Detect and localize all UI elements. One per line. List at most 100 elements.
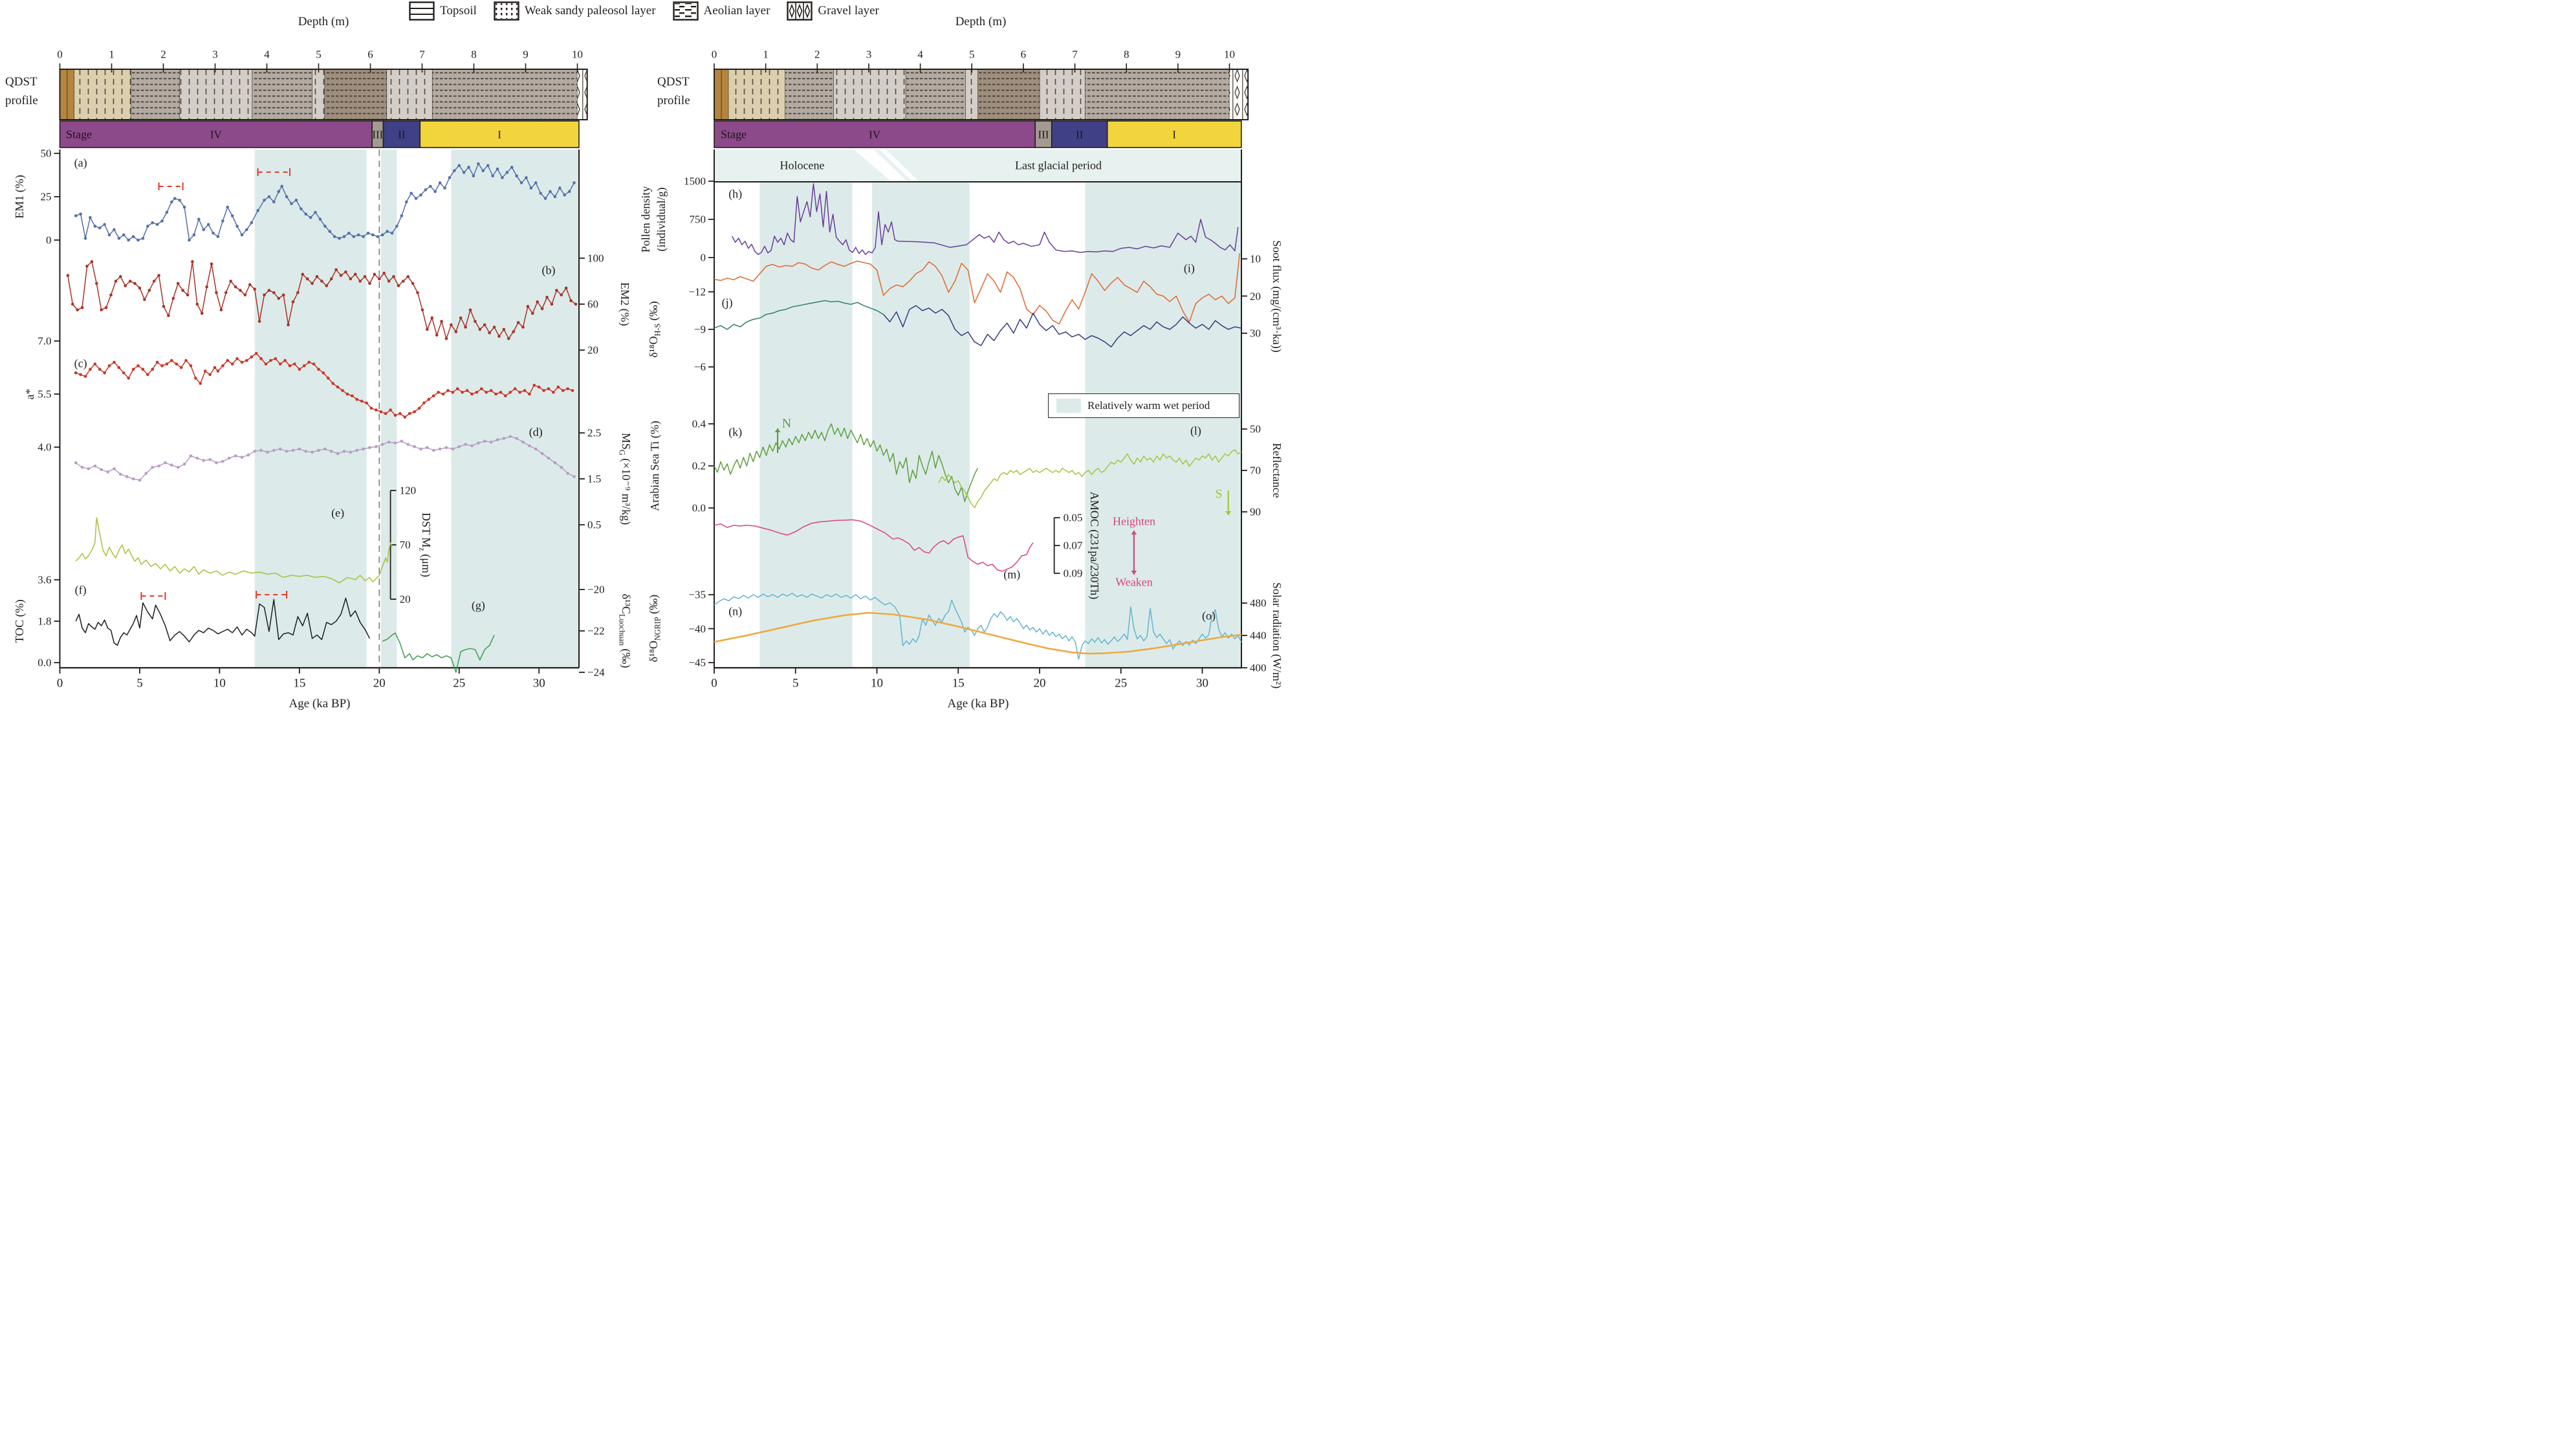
marker-em2 <box>229 280 232 283</box>
marker-em2 <box>138 286 142 290</box>
panel-letter-e: (e) <box>331 506 345 520</box>
series-line-ngrip <box>714 593 1242 660</box>
marker-em1 <box>414 197 418 200</box>
panel-letter-j: (j) <box>721 296 733 309</box>
north-label: N <box>781 416 792 431</box>
marker-em2 <box>315 275 319 278</box>
x-tick-label: 10 <box>213 676 226 690</box>
marker-em1 <box>131 235 135 238</box>
y-tick-label-soot: 30 <box>1250 327 1261 340</box>
marker-msg <box>566 472 569 475</box>
panel-letter-f: (f) <box>74 583 87 597</box>
marker-em2 <box>464 325 467 329</box>
marker-em1 <box>342 235 346 238</box>
marker-msg <box>534 447 538 451</box>
pattern-legend: Topsoil Weak sandy paleosol layer Aeolia… <box>0 1 1288 21</box>
axis-title-amoc: AMOC (231pa/230Th) <box>1088 491 1101 600</box>
marker-msg <box>119 472 122 476</box>
depth-axis-title-right: Depth (m) <box>955 15 1007 28</box>
marker-astar <box>384 412 387 415</box>
series-line-d18o_holocene <box>714 300 884 330</box>
marker-em1 <box>563 193 567 197</box>
marker-em1 <box>170 200 173 204</box>
legend-label: Aeolian layer <box>703 4 770 17</box>
y-tick-label-d13c: −20 <box>587 583 605 596</box>
marker-em2 <box>411 281 415 285</box>
marker-astar <box>451 390 455 394</box>
marker-msg <box>285 450 289 453</box>
marker-em1 <box>366 231 370 235</box>
marker-em1 <box>197 217 201 221</box>
marker-astar <box>278 362 282 366</box>
marker-astar <box>189 364 193 368</box>
stage-label-II: II <box>398 128 406 140</box>
marker-em2 <box>536 300 540 303</box>
marker-astar <box>389 408 392 412</box>
marker-msg <box>336 452 340 456</box>
marker-em2 <box>569 299 573 302</box>
panel-letter-g: (g) <box>471 599 485 612</box>
marker-em1 <box>424 188 428 192</box>
marker-astar <box>455 387 459 391</box>
marker-msg <box>113 467 116 470</box>
marker-msg <box>234 454 237 457</box>
warm-wet-band-right-1 <box>871 182 970 668</box>
marker-em2 <box>555 289 558 292</box>
marker-em1 <box>386 230 389 233</box>
marker-astar <box>556 385 560 389</box>
marker-msg <box>74 461 78 465</box>
stage-word-right: Stage <box>721 127 747 141</box>
marker-em2 <box>66 274 70 277</box>
marker-em2 <box>305 277 309 281</box>
marker-astar <box>446 389 450 392</box>
depth-tick-label: 2 <box>814 48 820 61</box>
marker-em2 <box>210 262 213 266</box>
depth-tick-label: 0 <box>57 48 63 61</box>
marker-msg <box>483 439 486 443</box>
panel-letter-n: (n) <box>728 604 743 618</box>
marker-em1 <box>501 176 504 179</box>
axis-title-d18o-hs: δ¹⁸OH-S (‰) <box>647 301 662 358</box>
marker-astar <box>250 355 254 358</box>
y-tick-label-astar: 4.0 <box>38 441 52 454</box>
arrow-head <box>774 428 781 432</box>
series-em1 <box>74 162 576 242</box>
marker-astar <box>461 390 464 394</box>
marker-astar <box>561 389 565 392</box>
x-axis-title-left: Age (ka BP) <box>289 697 351 710</box>
marker-em2 <box>243 293 247 297</box>
marker-msg <box>540 452 544 456</box>
series-refl <box>938 449 1242 509</box>
marker-em1 <box>235 225 239 228</box>
marker-astar <box>113 360 116 364</box>
marker-msg <box>438 447 442 451</box>
marker-msg <box>215 461 218 465</box>
y-tick-label-d18o: −12 <box>688 285 706 298</box>
marker-astar <box>542 389 545 392</box>
marker-em2 <box>195 302 199 306</box>
warm-wet-swatch <box>1056 399 1081 413</box>
marker-em1 <box>136 238 140 242</box>
marker-em2 <box>277 296 281 300</box>
y-tick-label-pollen: 0 <box>700 251 706 264</box>
y-tick-label-ngrip: −45 <box>688 656 706 669</box>
marker-em2 <box>368 281 371 285</box>
panel-letter-l: (l) <box>1190 424 1201 437</box>
marker-astar <box>254 351 258 355</box>
profile-layer-pattern <box>965 69 978 120</box>
profile-layer-pattern <box>1040 69 1086 120</box>
profile-layer-pattern <box>74 69 131 120</box>
marker-msg <box>560 465 563 469</box>
axis-title-astar: a* <box>23 388 36 400</box>
marker-em1 <box>491 174 494 178</box>
marker-em2 <box>430 316 434 320</box>
marker-em2 <box>478 327 482 331</box>
marker-astar <box>136 364 140 368</box>
marker-em1 <box>107 233 111 237</box>
marker-msg <box>413 445 416 448</box>
y-tick-label-solar: 440 <box>1250 629 1267 642</box>
marker-msg <box>182 462 186 466</box>
marker-msg <box>311 450 314 454</box>
panel-letter-a: (a) <box>74 156 87 170</box>
marker-msg <box>151 465 155 469</box>
